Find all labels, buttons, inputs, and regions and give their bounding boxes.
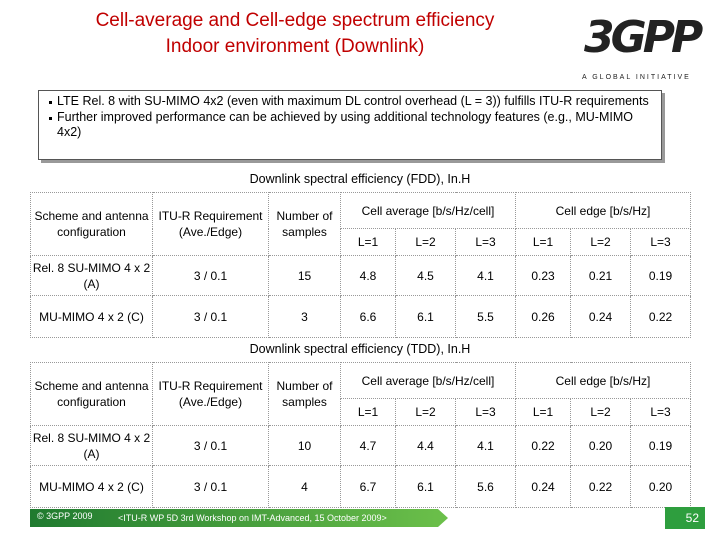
cell: 6.7 bbox=[340, 465, 396, 508]
subheader-cell: L=3 bbox=[630, 398, 691, 426]
header-cell: Cell average [b/s/Hz/cell] bbox=[340, 192, 516, 229]
cell: 4.1 bbox=[455, 425, 516, 466]
cell: 0.22 bbox=[630, 295, 691, 338]
logo-name: 3GPP bbox=[584, 12, 703, 63]
header-cell: Number of samples bbox=[268, 362, 341, 426]
cell: 6.6 bbox=[340, 295, 396, 338]
cell: 4.7 bbox=[340, 425, 396, 466]
cell: 3 / 0.1 bbox=[152, 465, 269, 508]
cell: 4.5 bbox=[395, 255, 456, 296]
footer-arrow bbox=[30, 509, 448, 527]
cell: 5.6 bbox=[455, 465, 516, 508]
title-line: Cell-average and Cell-edge spectrum effi… bbox=[95, 10, 495, 31]
cell: MU-MIMO 4 x 2 (C) bbox=[30, 295, 153, 338]
subheader-cell: L=3 bbox=[455, 398, 516, 426]
subheader-cell: L=1 bbox=[515, 398, 571, 426]
cell: 0.26 bbox=[515, 295, 571, 338]
slide-title: Cell-average and Cell-edge spectrum effi… bbox=[40, 8, 550, 60]
header-cell: Cell edge [b/s/Hz] bbox=[515, 192, 691, 229]
data-table: Scheme and antenna configuration ITU-R Re… bbox=[30, 192, 691, 338]
cell: 3 / 0.1 bbox=[152, 295, 269, 338]
header-cell: ITU-R Requirement (Ave./Edge) bbox=[152, 192, 269, 256]
cell: 4.4 bbox=[395, 425, 456, 466]
cell: Rel. 8 SU-MIMO 4 x 2 (A) bbox=[30, 425, 153, 466]
table-caption: Downlink spectral efficiency (TDD), In.H bbox=[249, 342, 471, 356]
subheader-cell: L=3 bbox=[455, 228, 516, 256]
subheader-cell: L=1 bbox=[340, 228, 396, 256]
cell: 0.19 bbox=[630, 255, 691, 296]
bullet: LTE Rel. 8 with SU-MIMO 4x2 (even with m… bbox=[49, 94, 653, 110]
cell: 3 / 0.1 bbox=[152, 255, 269, 296]
subheader-cell: L=1 bbox=[515, 228, 571, 256]
page-number: 52 bbox=[665, 507, 705, 529]
logo-tagline: A GLOBAL INITIATIVE bbox=[582, 74, 691, 81]
footer-bar bbox=[30, 509, 448, 527]
subheader-cell: L=2 bbox=[570, 228, 631, 256]
cell: 6.1 bbox=[395, 295, 456, 338]
bullet: Further improved performance can be achi… bbox=[49, 110, 653, 141]
cell: 4 bbox=[268, 465, 341, 508]
cell: 0.24 bbox=[515, 465, 571, 508]
cell: 0.22 bbox=[570, 465, 631, 508]
subheader-row: L=1 L=2 L=3 L=1 L=2 L=3 bbox=[31, 228, 691, 256]
cell: 4.1 bbox=[455, 255, 516, 296]
cell: 0.23 bbox=[515, 255, 571, 296]
subheader-cell: L=2 bbox=[395, 398, 456, 426]
cell: 0.20 bbox=[570, 425, 631, 466]
cell: 0.21 bbox=[570, 255, 631, 296]
data-row: Rel. 8 SU-MIMO 4 x 2 (A) 3 / 0.1 10 4.7 4.4 4… bbox=[30, 425, 691, 466]
header-cell: Scheme and antenna configuration bbox=[30, 362, 153, 426]
subheader-cell: L=1 bbox=[340, 398, 396, 426]
subheader-cell: L=2 bbox=[395, 228, 456, 256]
copyright: © 3GPP 2009 bbox=[37, 511, 93, 521]
logo: 3GPP A GLOBAL INITIATIVE bbox=[578, 12, 708, 87]
cell: 0.24 bbox=[570, 295, 631, 338]
subheader-cell: L=2 bbox=[570, 398, 631, 426]
header-cell: ITU-R Requirement (Ave./Edge) bbox=[152, 362, 269, 426]
cell: MU-MIMO 4 x 2 (C) bbox=[30, 465, 153, 508]
cell: 10 bbox=[268, 425, 341, 466]
cell: 3 / 0.1 bbox=[152, 425, 269, 466]
data-row: MU-MIMO 4 x 2 (C) 3 / 0.1 3 6.6 6.1 5.5 0.26 0.… bbox=[30, 295, 691, 338]
bullet-box: LTE Rel. 8 with SU-MIMO 4x2 (even with m… bbox=[38, 90, 662, 160]
cell: 5.5 bbox=[455, 295, 516, 338]
data-row: Rel. 8 SU-MIMO 4 x 2 (A) 3 / 0.1 15 4.8 4.5 4… bbox=[30, 255, 691, 296]
cell: 15 bbox=[268, 255, 341, 296]
bullet-list: LTE Rel. 8 with SU-MIMO 4x2 (even with m… bbox=[47, 94, 653, 141]
cell: Rel. 8 SU-MIMO 4 x 2 (A) bbox=[30, 255, 153, 296]
table-caption: Downlink spectral efficiency (FDD), In.H bbox=[249, 172, 471, 186]
data-row: MU-MIMO 4 x 2 (C) 3 / 0.1 4 6.7 6.1 5.6 0.24 0.… bbox=[30, 465, 691, 508]
cell: 0.19 bbox=[630, 425, 691, 466]
header-row: Scheme and antenna configuration ITU-R Re… bbox=[30, 362, 691, 426]
title-line: Indoor environment (Downlink) bbox=[165, 36, 425, 57]
subheader-cell: L=3 bbox=[630, 228, 691, 256]
header-cell: Cell edge [b/s/Hz] bbox=[515, 362, 691, 399]
cell: 6.1 bbox=[395, 465, 456, 508]
event-label: <ITU-R WP 5D 3rd Workshop on IMT-Advance… bbox=[118, 513, 387, 523]
data-table: Scheme and antenna configuration ITU-R Re… bbox=[30, 362, 691, 508]
header-row: Scheme and antenna configuration ITU-R Re… bbox=[30, 192, 691, 256]
header-cell: Scheme and antenna configuration bbox=[30, 192, 153, 256]
header-cell: Number of samples bbox=[268, 192, 341, 256]
header-cell: Cell average [b/s/Hz/cell] bbox=[340, 362, 516, 399]
cell: 3 bbox=[268, 295, 341, 338]
cell: 0.22 bbox=[515, 425, 571, 466]
cell: 4.8 bbox=[340, 255, 396, 296]
cell: 0.20 bbox=[630, 465, 691, 508]
